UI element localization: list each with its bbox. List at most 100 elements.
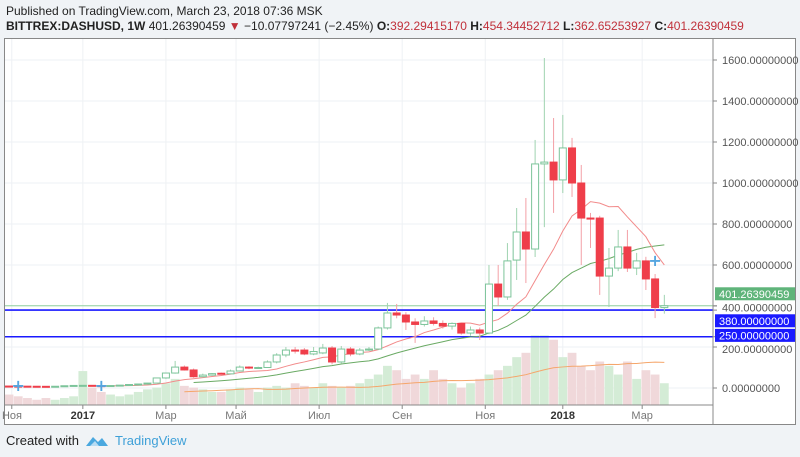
volume-bar (355, 383, 365, 405)
volume-bar (364, 378, 374, 405)
volume-bar (650, 374, 660, 405)
time-tick-label: Июл (308, 410, 330, 422)
candle-body (558, 147, 567, 181)
volume-bar (309, 387, 318, 405)
plus-marker-icon: + (95, 376, 108, 395)
volume-bar (336, 387, 346, 405)
volume-bar (659, 383, 669, 405)
volume-bar (493, 370, 503, 405)
candle-body (97, 385, 106, 388)
candle (69, 384, 78, 387)
volume-bar (466, 383, 475, 405)
candle (337, 345, 346, 364)
candle-body (226, 370, 235, 375)
high-value: 454.34452712 (482, 19, 560, 33)
volume-bar (189, 387, 198, 405)
volume-bar (392, 370, 402, 405)
last-price-badge: 401.26390459 (719, 289, 789, 301)
candle-body (355, 349, 364, 355)
chart-panel[interactable] (4, 38, 796, 425)
candle (512, 208, 521, 280)
volume-bar (32, 399, 42, 405)
volume-bar (346, 385, 355, 405)
candle (152, 377, 161, 384)
candle-body (531, 163, 540, 250)
candle-body (281, 349, 290, 356)
candle-body (328, 347, 337, 363)
plus-marker-icon: + (648, 251, 661, 270)
candle (429, 317, 438, 326)
candle (641, 256, 650, 291)
candle-body (457, 322, 466, 334)
candle-body (383, 312, 392, 329)
volume-bar (586, 370, 595, 405)
tradingview-link[interactable]: TradingView (114, 433, 187, 448)
volume-bar (50, 399, 60, 405)
candle-body (568, 147, 577, 184)
candle (623, 229, 632, 272)
candle (383, 302, 392, 330)
volume-bar (253, 391, 263, 405)
candle-body (475, 329, 484, 334)
time-tick-label: 2018 (551, 410, 575, 422)
volume-bar (438, 378, 448, 405)
candle-body (309, 351, 318, 355)
candle-body (503, 260, 512, 298)
volume-bar (161, 383, 171, 405)
candle (660, 294, 669, 314)
footer: Created with TradingView (6, 433, 187, 448)
volume-bar (115, 396, 125, 405)
volume-bar (401, 378, 411, 405)
volume-bar (133, 391, 143, 405)
candle (14, 385, 23, 388)
candle (614, 229, 623, 272)
volume-bar (327, 385, 337, 405)
volume-bar (179, 385, 189, 405)
volume-bar (78, 371, 88, 405)
candle (595, 215, 604, 295)
volume-bar (373, 374, 383, 405)
time-tick-label: Ноя (2, 410, 22, 422)
volume-bar (558, 357, 568, 405)
price-tick-label: 800.00000000 (722, 219, 792, 231)
candle (60, 385, 69, 388)
candle-body (161, 372, 170, 379)
candle (374, 326, 383, 351)
time-tick-label: Мар (155, 410, 177, 422)
candle-body (60, 385, 69, 388)
volume-bar (290, 383, 300, 405)
candle-body (429, 320, 438, 324)
candle-body (254, 367, 263, 369)
candle-body (448, 322, 457, 327)
volume-bar (475, 378, 485, 405)
volume-bar (59, 398, 69, 405)
candle-body (208, 373, 217, 376)
open-value: 392.29415170 (390, 19, 467, 33)
candle-body (263, 361, 272, 368)
candle-body (540, 161, 549, 165)
candle (484, 265, 493, 335)
candle-body (660, 305, 669, 309)
candle-body (152, 377, 161, 384)
tradingview-logo-icon (85, 436, 108, 446)
candle-body (171, 366, 180, 374)
volume-bar (41, 398, 51, 405)
created-with-label: Created with (6, 433, 79, 448)
volume-bar (69, 396, 79, 405)
candle-body (300, 349, 309, 355)
candle (475, 327, 484, 341)
candle (300, 348, 309, 356)
candle (401, 312, 410, 330)
volume-bar (456, 387, 466, 405)
candle (503, 243, 512, 300)
symbol-name: BITTREX:DASHUSD, 1W (6, 19, 146, 33)
candle-body (189, 369, 198, 378)
last-price: 401.26390459 (148, 19, 226, 33)
candle-body (577, 182, 586, 219)
published-caption: Published on TradingView.com, March 23, … (6, 4, 323, 18)
candle-body (632, 260, 641, 269)
candle-body (5, 385, 13, 388)
candle-body (346, 348, 355, 355)
candle-body (604, 267, 613, 277)
